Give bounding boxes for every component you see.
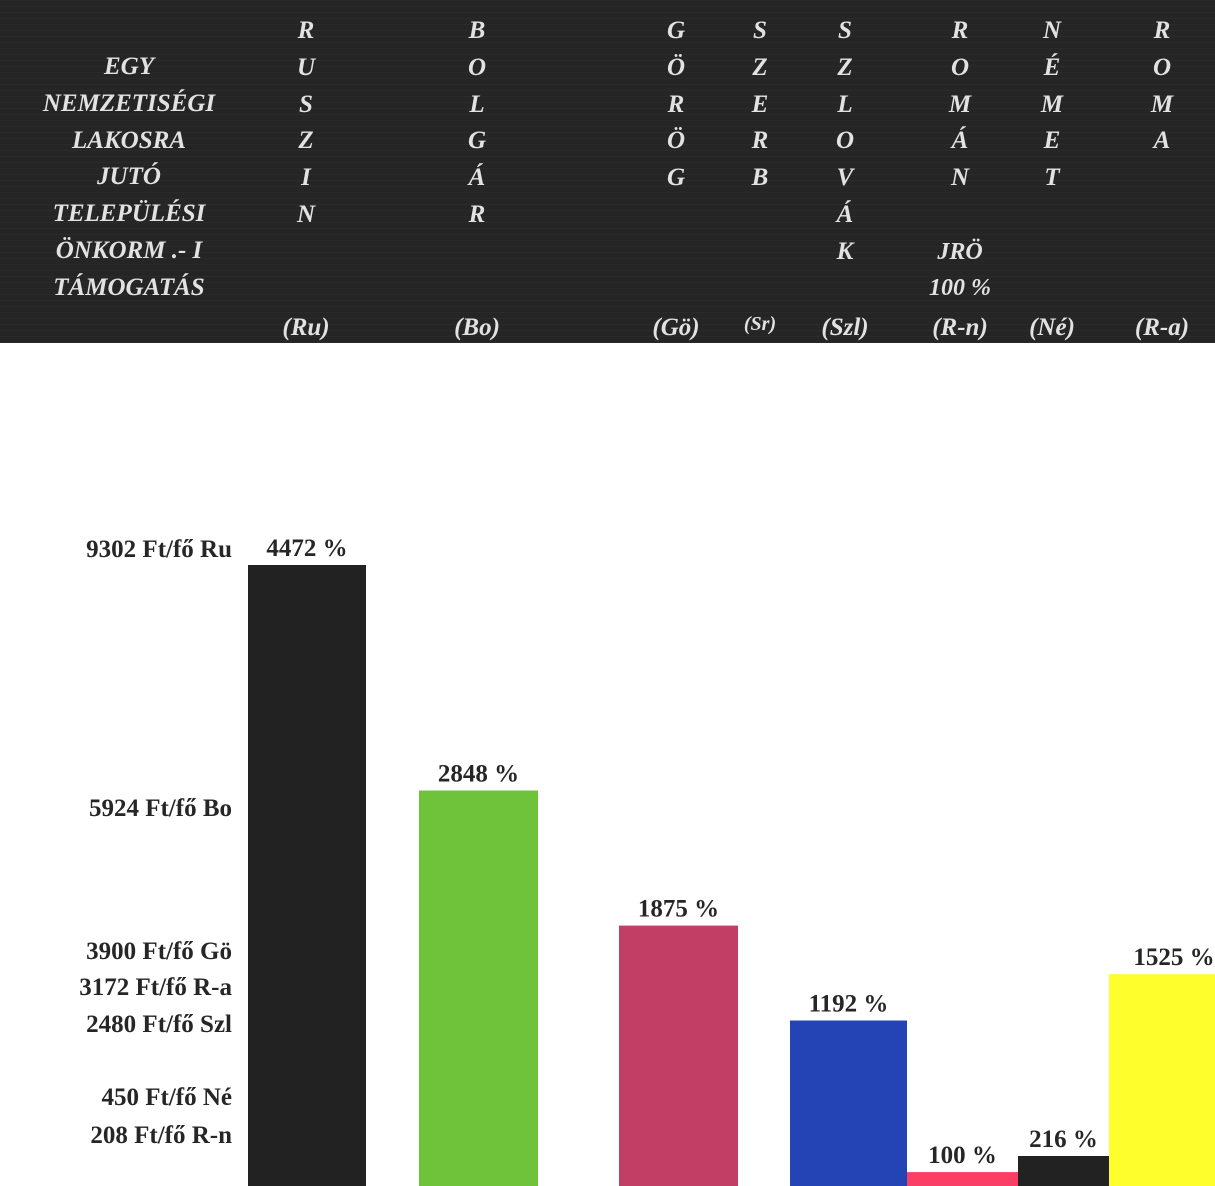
header-letter: R: [1153, 17, 1171, 44]
header-letter: V: [836, 164, 854, 192]
bar-gö: [619, 925, 738, 1186]
header-line-1: EGY: [104, 53, 154, 80]
header-letter: R: [951, 17, 969, 44]
bar-r-a: [1109, 974, 1215, 1186]
bar-value-label: 216 %: [1029, 1126, 1098, 1153]
header-letter: I: [301, 164, 311, 192]
header-letter: K: [836, 237, 854, 265]
header-letter: S: [299, 90, 313, 118]
header-letter: Z: [298, 127, 314, 155]
bar-value-label: 1525 %: [1133, 944, 1214, 971]
header-letter: A: [1153, 127, 1171, 155]
header-letter: M: [948, 90, 972, 118]
bar-né: [1018, 1156, 1109, 1186]
header-letter: Á: [836, 201, 854, 228]
header-letter: B: [468, 17, 486, 44]
header-line-4: JUTÓ: [97, 163, 161, 190]
bar-value-label: 1192 %: [809, 991, 889, 1018]
header-line-2: NEMZETISÉGI: [42, 90, 216, 117]
bar-ru: [248, 565, 366, 1186]
header-letter: N: [1042, 17, 1062, 44]
header-letter: N: [950, 164, 970, 192]
bar-value-label: 4472 %: [266, 535, 347, 562]
header-letter: Ö: [666, 127, 686, 155]
header-extra-text: 100 %: [929, 275, 991, 301]
y-label-ra: 3172 Ft/fő R-a: [79, 974, 232, 1001]
header-column-abbr: (Ru): [282, 314, 330, 341]
header-letter: R: [297, 17, 315, 44]
header-line-6: ÖNKORM .- I: [55, 237, 203, 264]
header-letter: Á: [951, 127, 969, 155]
y-label-bo: 5924 Ft/fő Bo: [88, 795, 232, 822]
y-label-rn: 208 Ft/fő R-n: [90, 1122, 232, 1149]
header-column-abbr: (Sr): [743, 313, 777, 335]
header-letter: R: [751, 127, 769, 155]
header-letter: R: [667, 90, 685, 118]
bar-value-label: 1875 %: [638, 896, 719, 923]
header-letter: U: [296, 53, 316, 81]
header-extra-text: JRÖ: [937, 239, 983, 265]
header-letter: S: [753, 17, 767, 44]
header-letter: M: [1040, 90, 1064, 118]
bar-szl: [790, 1020, 907, 1186]
bar-value-label: 2848 %: [438, 761, 519, 788]
header-line-3: LAKOSRA: [72, 127, 186, 154]
header-column-abbr: (Bo): [454, 314, 500, 341]
header-column-abbr: (Szl): [821, 314, 869, 341]
header-letter: E: [751, 90, 769, 118]
plot-area: 9302 Ft/fő Ru 5924 Ft/fő Bo 3900 Ft/fő G…: [0, 343, 1215, 1186]
bar-value-label: 100 %: [928, 1142, 997, 1169]
header-letter: M: [1150, 90, 1174, 118]
header-column-abbr: (Né): [1029, 314, 1075, 341]
header-letter: L: [469, 90, 485, 118]
header-letter: O: [950, 53, 970, 81]
y-label-go: 3900 Ft/fő Gö: [86, 938, 232, 965]
header-letter: Á: [468, 164, 486, 192]
y-label-szl: 2480 Ft/fő Szl: [86, 1011, 232, 1038]
y-label-ru: 9302 Ft/fő Ru: [86, 536, 232, 563]
y-label-ne: 450 Ft/fő Né: [101, 1084, 232, 1111]
header-letter: E: [1043, 127, 1061, 155]
bar-r-n: [907, 1172, 1018, 1186]
header-letter: N: [296, 201, 316, 228]
header-letter: T: [1044, 164, 1060, 192]
bar-bo: [419, 790, 538, 1186]
header-column-abbr: (Gö): [652, 314, 700, 341]
header-panel: EGY NEMZETISÉGI LAKOSRA JUTÓ TELEPÜLÉSI …: [0, 0, 1215, 343]
header-letter: Ö: [666, 53, 686, 81]
header-letter: R: [468, 201, 486, 228]
header-column-abbr: (R-a): [1134, 314, 1190, 341]
header-letter: O: [835, 127, 855, 155]
header-column-abbr: (R-n): [932, 314, 988, 341]
header-letter: O: [1152, 53, 1172, 81]
header-letter: L: [837, 90, 853, 118]
header-line-5: TELEPÜLÉSI: [52, 200, 206, 227]
header-line-7: TÁMOGATÁS: [53, 274, 205, 301]
header-letter: Z: [752, 53, 768, 81]
header-letter: B: [751, 164, 769, 192]
bar-chart: 4472 % 2848 % 1875 % 1192 % 100 % 216 % 1525 %: [248, 535, 1215, 1186]
header-letter: G: [467, 127, 487, 155]
header-letter: S: [838, 17, 852, 44]
header-letter: É: [1043, 53, 1061, 81]
header-letter: O: [467, 53, 487, 81]
header-letter: G: [666, 164, 686, 192]
header-letter: Z: [837, 53, 853, 81]
header-letter: G: [666, 17, 686, 44]
